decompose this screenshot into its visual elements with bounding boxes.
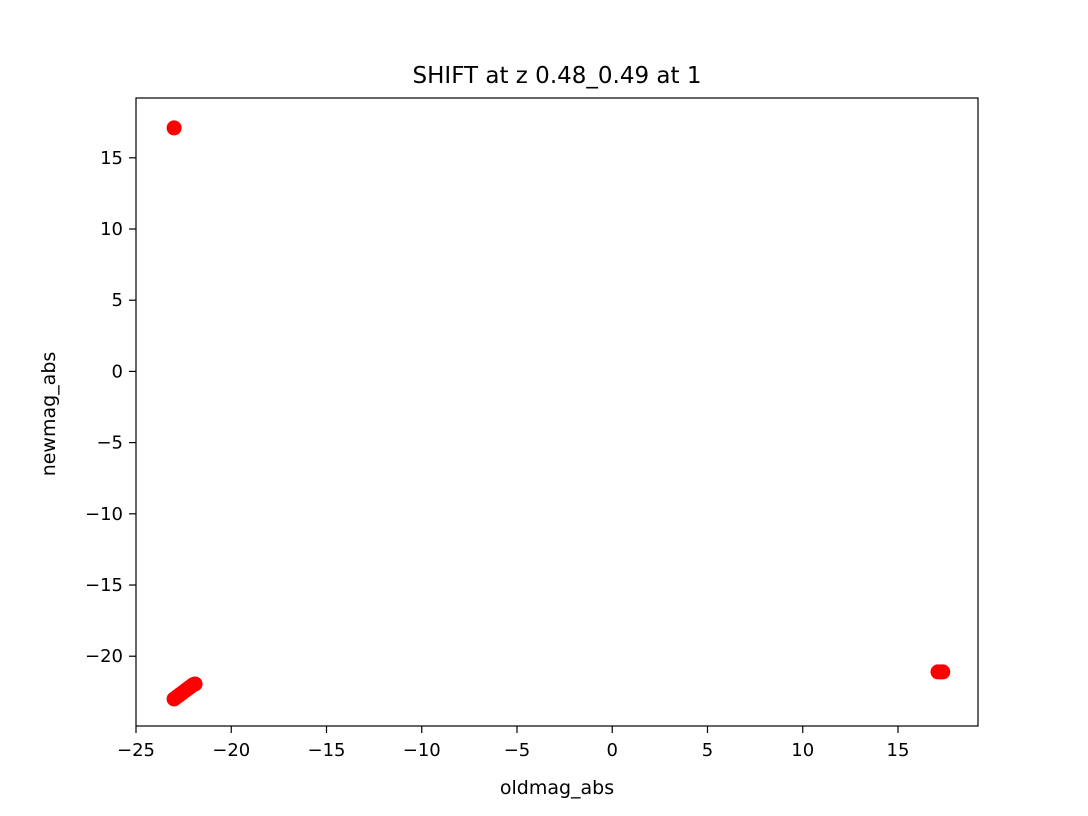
y-tick-label: −5 [96,433,123,454]
y-tick-label: 15 [100,148,123,169]
chart-title: SHIFT at z 0.48_0.49 at 1 [413,63,702,89]
x-tick-label: −10 [403,740,441,761]
data-point [935,664,951,680]
x-tick-label: 5 [702,740,713,761]
x-tick-label: −25 [117,740,155,761]
data-point [187,676,203,692]
y-axis-label: newmag_abs [38,352,60,477]
x-tick-label: 0 [607,740,618,761]
y-tick-label: 5 [112,290,123,311]
x-tick-label: −20 [212,740,250,761]
plot-frame [135,97,979,727]
points-layer [166,120,951,707]
y-tick-label: −15 [85,575,123,596]
y-tick-label: −10 [85,504,123,525]
x-axis-ticks: −25 −20 −15 −10 −5 0 5 10 15 [117,726,909,761]
y-tick-label: 10 [100,219,123,240]
data-point [166,120,182,136]
x-tick-label: 10 [791,740,814,761]
y-tick-label: 0 [112,361,123,382]
y-axis-ticks: −20 −15 −10 −5 0 5 10 15 [85,148,136,667]
x-axis-label: oldmag_abs [500,777,614,799]
y-tick-label: −20 [85,646,123,667]
x-tick-label: −15 [307,740,345,761]
x-tick-label: −5 [504,740,531,761]
x-tick-label: 15 [887,740,910,761]
